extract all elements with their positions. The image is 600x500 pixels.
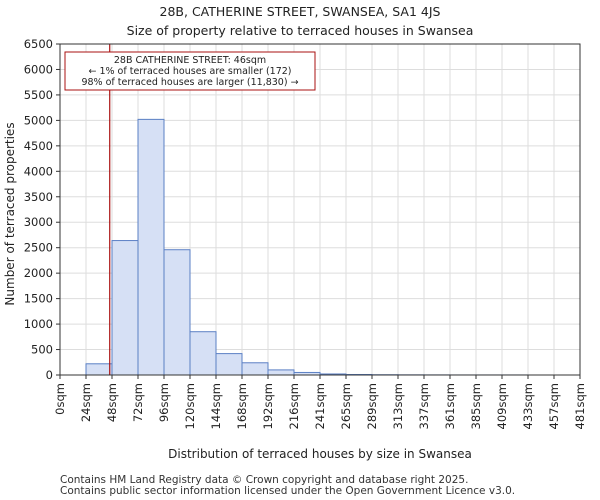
x-tick-label: 168sqm [235,383,249,429]
y-tick-label: 3000 [24,215,53,229]
x-tick-label: 192sqm [261,383,275,429]
y-tick-label: 4500 [24,139,53,153]
y-tick-label: 4000 [24,164,53,178]
y-tick-label: 1500 [24,292,53,306]
histogram-bar [137,118,165,376]
x-tick-label: 433sqm [521,383,535,429]
x-tick-label: 216sqm [287,383,301,429]
y-ticks: 0 500 1000 1500 2000 2500 3000 3500 4000 4500 5000… [24,37,60,382]
x-ticks: 0sqm 24sqm 48sqm 72sqm 96sqm 120sqm 144sqm 168s… [53,375,587,429]
footer-line-1: Contains HM Land Registry data © Crown c… [60,474,469,486]
histogram-bar [189,331,217,376]
x-tick-label: 385sqm [469,383,483,429]
y-axis-label: Number of terraced properties [3,122,17,305]
footer-line-2: Contains public sector information licen… [60,485,516,497]
chart-subtitle: Size of property relative to terraced ho… [127,23,474,38]
y-tick-label: 6000 [24,62,53,76]
x-tick-label: 361sqm [443,383,457,429]
y-tick-label: 5500 [24,88,53,102]
bars-layer [85,118,529,376]
x-tick-label: 96sqm [157,383,171,422]
x-tick-label: 409sqm [495,383,509,429]
y-tick-label: 5000 [24,113,53,127]
histogram-bar [267,369,295,376]
y-tick-label: 2500 [24,241,53,255]
y-tick-label: 2000 [24,266,53,280]
annotation-line-title: 28B CATHERINE STREET: 46sqm [114,55,266,66]
x-tick-label: 144sqm [209,383,223,429]
x-tick-label: 0sqm [53,383,67,415]
histogram-bar [163,249,191,376]
annotation-box: 28B CATHERINE STREET: 46sqm ← 1% of terr… [64,51,316,91]
x-tick-label: 120sqm [183,383,197,429]
histogram-bar [215,353,243,376]
y-tick-label: 6500 [24,37,53,51]
x-tick-label: 337sqm [417,383,431,429]
x-tick-label: 265sqm [339,383,353,429]
annotation-line-smaller: ← 1% of terraced houses are smaller (172… [88,66,291,77]
x-tick-label: 289sqm [365,383,379,429]
x-tick-label: 481sqm [573,383,587,429]
histogram-bar [85,363,113,376]
y-tick-label: 500 [31,343,53,357]
x-tick-label: 313sqm [391,383,405,429]
histogram-bar [111,240,139,376]
y-tick-label: 0 [46,368,53,382]
y-tick-label: 1000 [24,317,53,331]
annotation-line-larger: 98% of terraced houses are larger (11,83… [81,77,298,88]
x-tick-label: 72sqm [131,383,145,422]
chart-title: 28B, CATHERINE STREET, SWANSEA, SA1 4JS [160,4,441,19]
x-tick-label: 457sqm [547,383,561,429]
annotation-rect [64,51,316,91]
x-axis-label: Distribution of terraced houses by size … [168,447,472,461]
x-tick-label: 48sqm [105,383,119,422]
x-tick-label: 24sqm [79,383,93,422]
x-tick-label: 241sqm [313,383,327,429]
histogram-bar [241,362,269,376]
y-tick-label: 3500 [24,190,53,204]
